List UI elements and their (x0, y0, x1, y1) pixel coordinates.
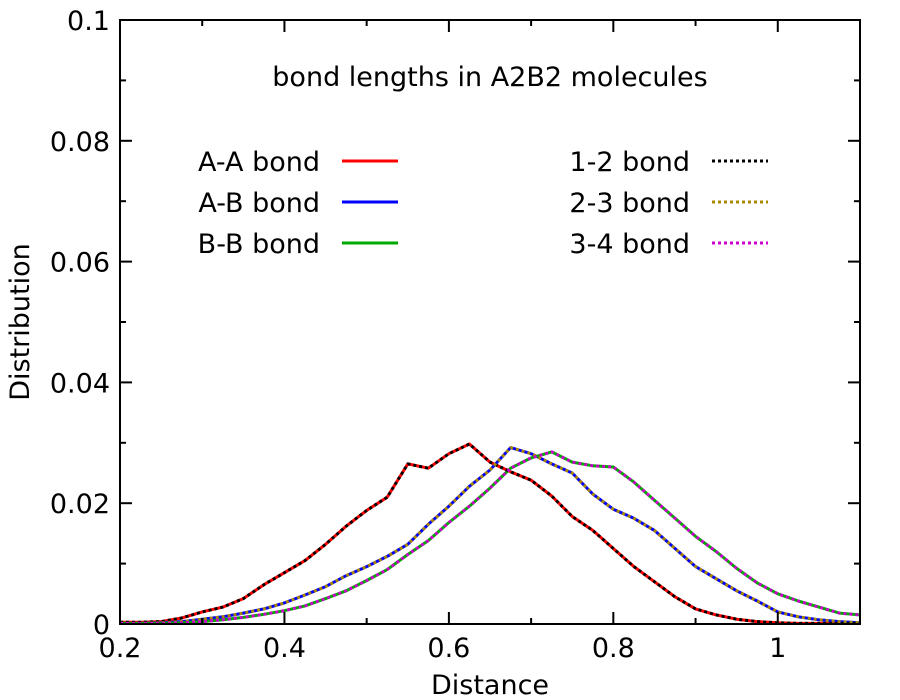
ticks-layer: 0.2 0.4 0.6 0.8 1 0 0.02 0.04 0.06 0.08 0.1 (50, 6, 860, 664)
x-tick-label: 0.6 (427, 633, 470, 664)
plot-frame (119, 19, 861, 625)
legend-label-a-b-bond: A-B bond (198, 188, 320, 219)
series-line-1-2-bond (120, 442, 860, 625)
y-axis-title: Distribution (5, 243, 36, 401)
legend-label-3-4-bond: 3-4 bond (569, 229, 690, 260)
x-axis-title: Distance (431, 670, 549, 700)
y-tick-label: 0.08 (50, 127, 110, 158)
series-line-2-3-bond (120, 446, 861, 625)
legend-label-1-2-bond: 1-2 bond (569, 147, 690, 178)
x-tick-label: 0.2 (99, 633, 142, 664)
x-tick-label: 1 (769, 633, 786, 664)
x-tick-label: 0.8 (592, 633, 635, 664)
x-tick-label: 0.4 (263, 633, 306, 664)
series-layer (120, 442, 861, 625)
series-line-3-4-bond (120, 450, 861, 625)
chart-title: bond lengths in A2B2 molecules (272, 62, 707, 93)
legend-label-2-3-bond: 2-3 bond (569, 188, 690, 219)
y-tick-label: 0.06 (50, 248, 110, 279)
legend: A-A bond A-B bond B-B bond 1-2 bond 2-3 bond… (198, 147, 768, 260)
y-tick-label: 0 (93, 610, 110, 641)
y-tick-label: 0.04 (50, 368, 110, 399)
y-tick-label: 0.1 (67, 6, 110, 37)
y-tick-label: 0.02 (50, 489, 110, 520)
legend-label-b-b-bond: B-B bond (198, 229, 320, 260)
legend-label-a-a-bond: A-A bond (198, 147, 320, 178)
